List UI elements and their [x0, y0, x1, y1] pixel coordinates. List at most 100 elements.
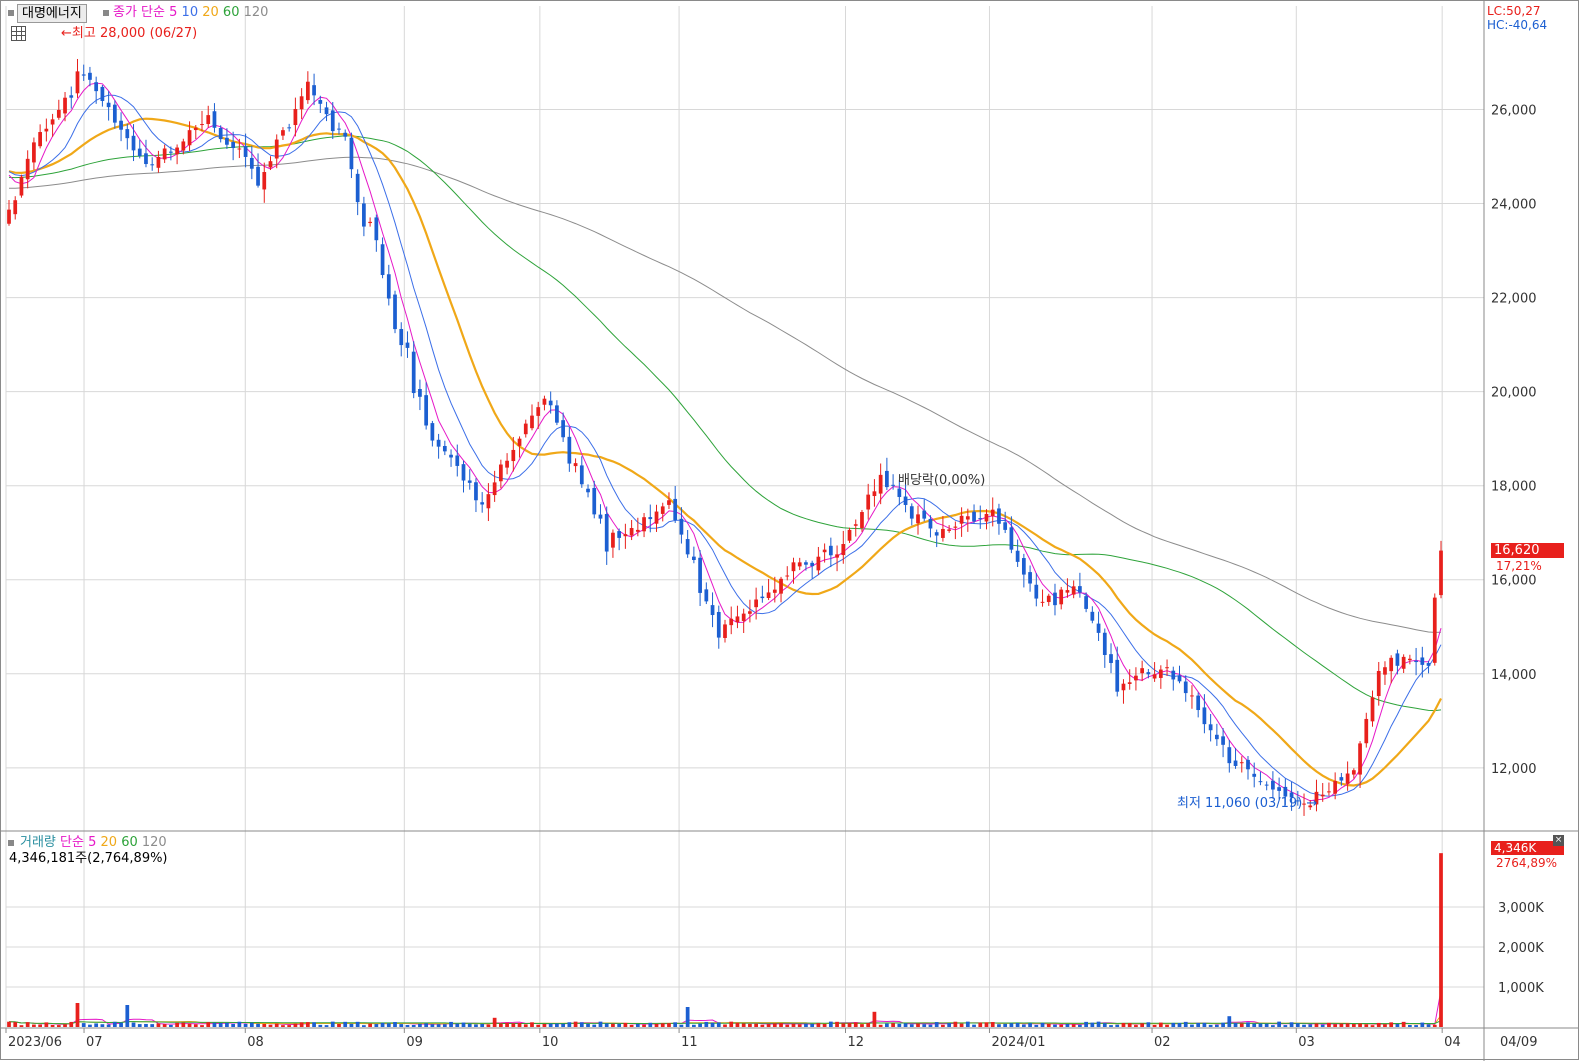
volume-bar: [679, 1024, 684, 1027]
stock-name: 대명에너지: [22, 6, 82, 21]
candle-body: [754, 599, 758, 608]
volume-bar: [393, 1022, 397, 1027]
candle-body: [860, 512, 864, 528]
volume-bar: [934, 1022, 939, 1027]
candle-body: [1115, 659, 1120, 692]
candle-body: [804, 562, 808, 565]
candle-body: [872, 491, 877, 497]
close-icon[interactable]: ×: [1553, 835, 1564, 846]
candle-body: [579, 465, 584, 485]
candle-body: [44, 128, 49, 132]
volume-bar: [511, 1023, 516, 1027]
volume-bar: [1078, 1024, 1082, 1027]
volume-bar: [1208, 1024, 1213, 1027]
time-tick-label: 2024/01: [991, 1035, 1045, 1050]
candle-body: [1239, 762, 1244, 764]
volume-bar: [648, 1022, 653, 1027]
candle-body: [405, 342, 410, 348]
ma20-label: 20: [202, 5, 219, 20]
volume-bar: [386, 1023, 391, 1027]
volume-bar: [1364, 1024, 1369, 1027]
candle-body: [7, 209, 11, 224]
candle-body: [822, 549, 827, 553]
candle-body: [1333, 781, 1338, 794]
candle-body: [667, 500, 671, 505]
candle-body: [561, 420, 565, 438]
candle-body: [536, 407, 541, 416]
volume-bar: [337, 1024, 341, 1027]
volume-bar: [959, 1023, 964, 1027]
candle-body: [380, 244, 385, 276]
high-marker: ←최고 28,000 (06/27): [61, 26, 197, 41]
candle-body: [685, 539, 690, 555]
volume-bar: [436, 1024, 441, 1027]
price-tick-label: 18,000: [1491, 480, 1537, 495]
candle-body: [1364, 718, 1369, 744]
volume-bar: [287, 1025, 292, 1027]
volume-bar: [1196, 1023, 1201, 1027]
candle-body: [50, 119, 55, 125]
volume-bar: [1165, 1024, 1169, 1027]
candle-body: [424, 395, 429, 426]
candle-body: [779, 578, 783, 594]
candle-body: [1277, 787, 1281, 791]
volume-bar: [1096, 1021, 1101, 1027]
candle-body: [312, 85, 316, 96]
ma60-label: 60: [222, 5, 240, 20]
candle-body: [679, 518, 684, 535]
volume-bar: [561, 1023, 565, 1027]
candle-body: [411, 351, 416, 394]
volume-bar: [1358, 1023, 1362, 1027]
volume-bar: [723, 1024, 727, 1027]
volume-bar: [299, 1022, 304, 1027]
volume-legend[interactable]: 거래량 단순 5 20 60 120: [20, 835, 167, 850]
candle-body: [710, 605, 715, 616]
candle-body: [698, 557, 702, 593]
candle-body: [592, 487, 597, 515]
volume-bar: [106, 1024, 111, 1027]
table-icon[interactable]: [11, 26, 26, 41]
volume-bar: [430, 1024, 435, 1027]
candle-body: [131, 135, 136, 151]
ma-legend[interactable]: 종가 단순 5 10 20 60 120: [113, 5, 268, 20]
volume-bar: [343, 1021, 348, 1027]
candle-body: [1090, 611, 1095, 621]
candle-body: [1383, 667, 1387, 675]
candle-body: [1190, 695, 1194, 697]
candle-body: [953, 526, 958, 528]
volume-bar: [1395, 1023, 1400, 1027]
candle-body: [1065, 590, 1070, 593]
candle-body: [287, 127, 292, 129]
volume-bar: [1040, 1022, 1045, 1027]
volume-bar: [380, 1022, 385, 1027]
volume-bar: [162, 1024, 167, 1027]
time-tick-label: 10: [542, 1035, 559, 1050]
volume-bar: [1320, 1024, 1325, 1027]
volume-bar: [442, 1024, 447, 1027]
low-marker-text: 최저 11,060 (03/19): [1177, 796, 1303, 811]
candle-body: [704, 589, 709, 602]
vma60-line: [8, 1020, 1442, 1025]
candle-body: [1183, 681, 1188, 694]
volume-bar: [1351, 1024, 1356, 1027]
candle-body: [467, 480, 472, 483]
candle-body: [623, 534, 628, 537]
candle-body: [125, 129, 130, 139]
candle-body: [1264, 784, 1269, 786]
volume-bar: [766, 1024, 771, 1027]
candle-body: [430, 423, 435, 441]
volume-bar: [741, 1023, 746, 1027]
volume-ma-prefix: 단순: [60, 835, 84, 850]
volume-bar: [150, 1024, 155, 1027]
hc-label: HC:-40,64: [1487, 18, 1548, 32]
candle-body: [106, 102, 111, 108]
candle-body: [1109, 654, 1113, 663]
candle-body: [56, 109, 61, 118]
stock-name-button[interactable]: 대명에너지: [17, 4, 87, 23]
volume-bar: [841, 1023, 846, 1027]
candle-body: [1327, 791, 1331, 793]
candle-body: [922, 510, 927, 519]
volume-bar: [125, 1005, 130, 1027]
volume-bar: [1009, 1023, 1014, 1027]
